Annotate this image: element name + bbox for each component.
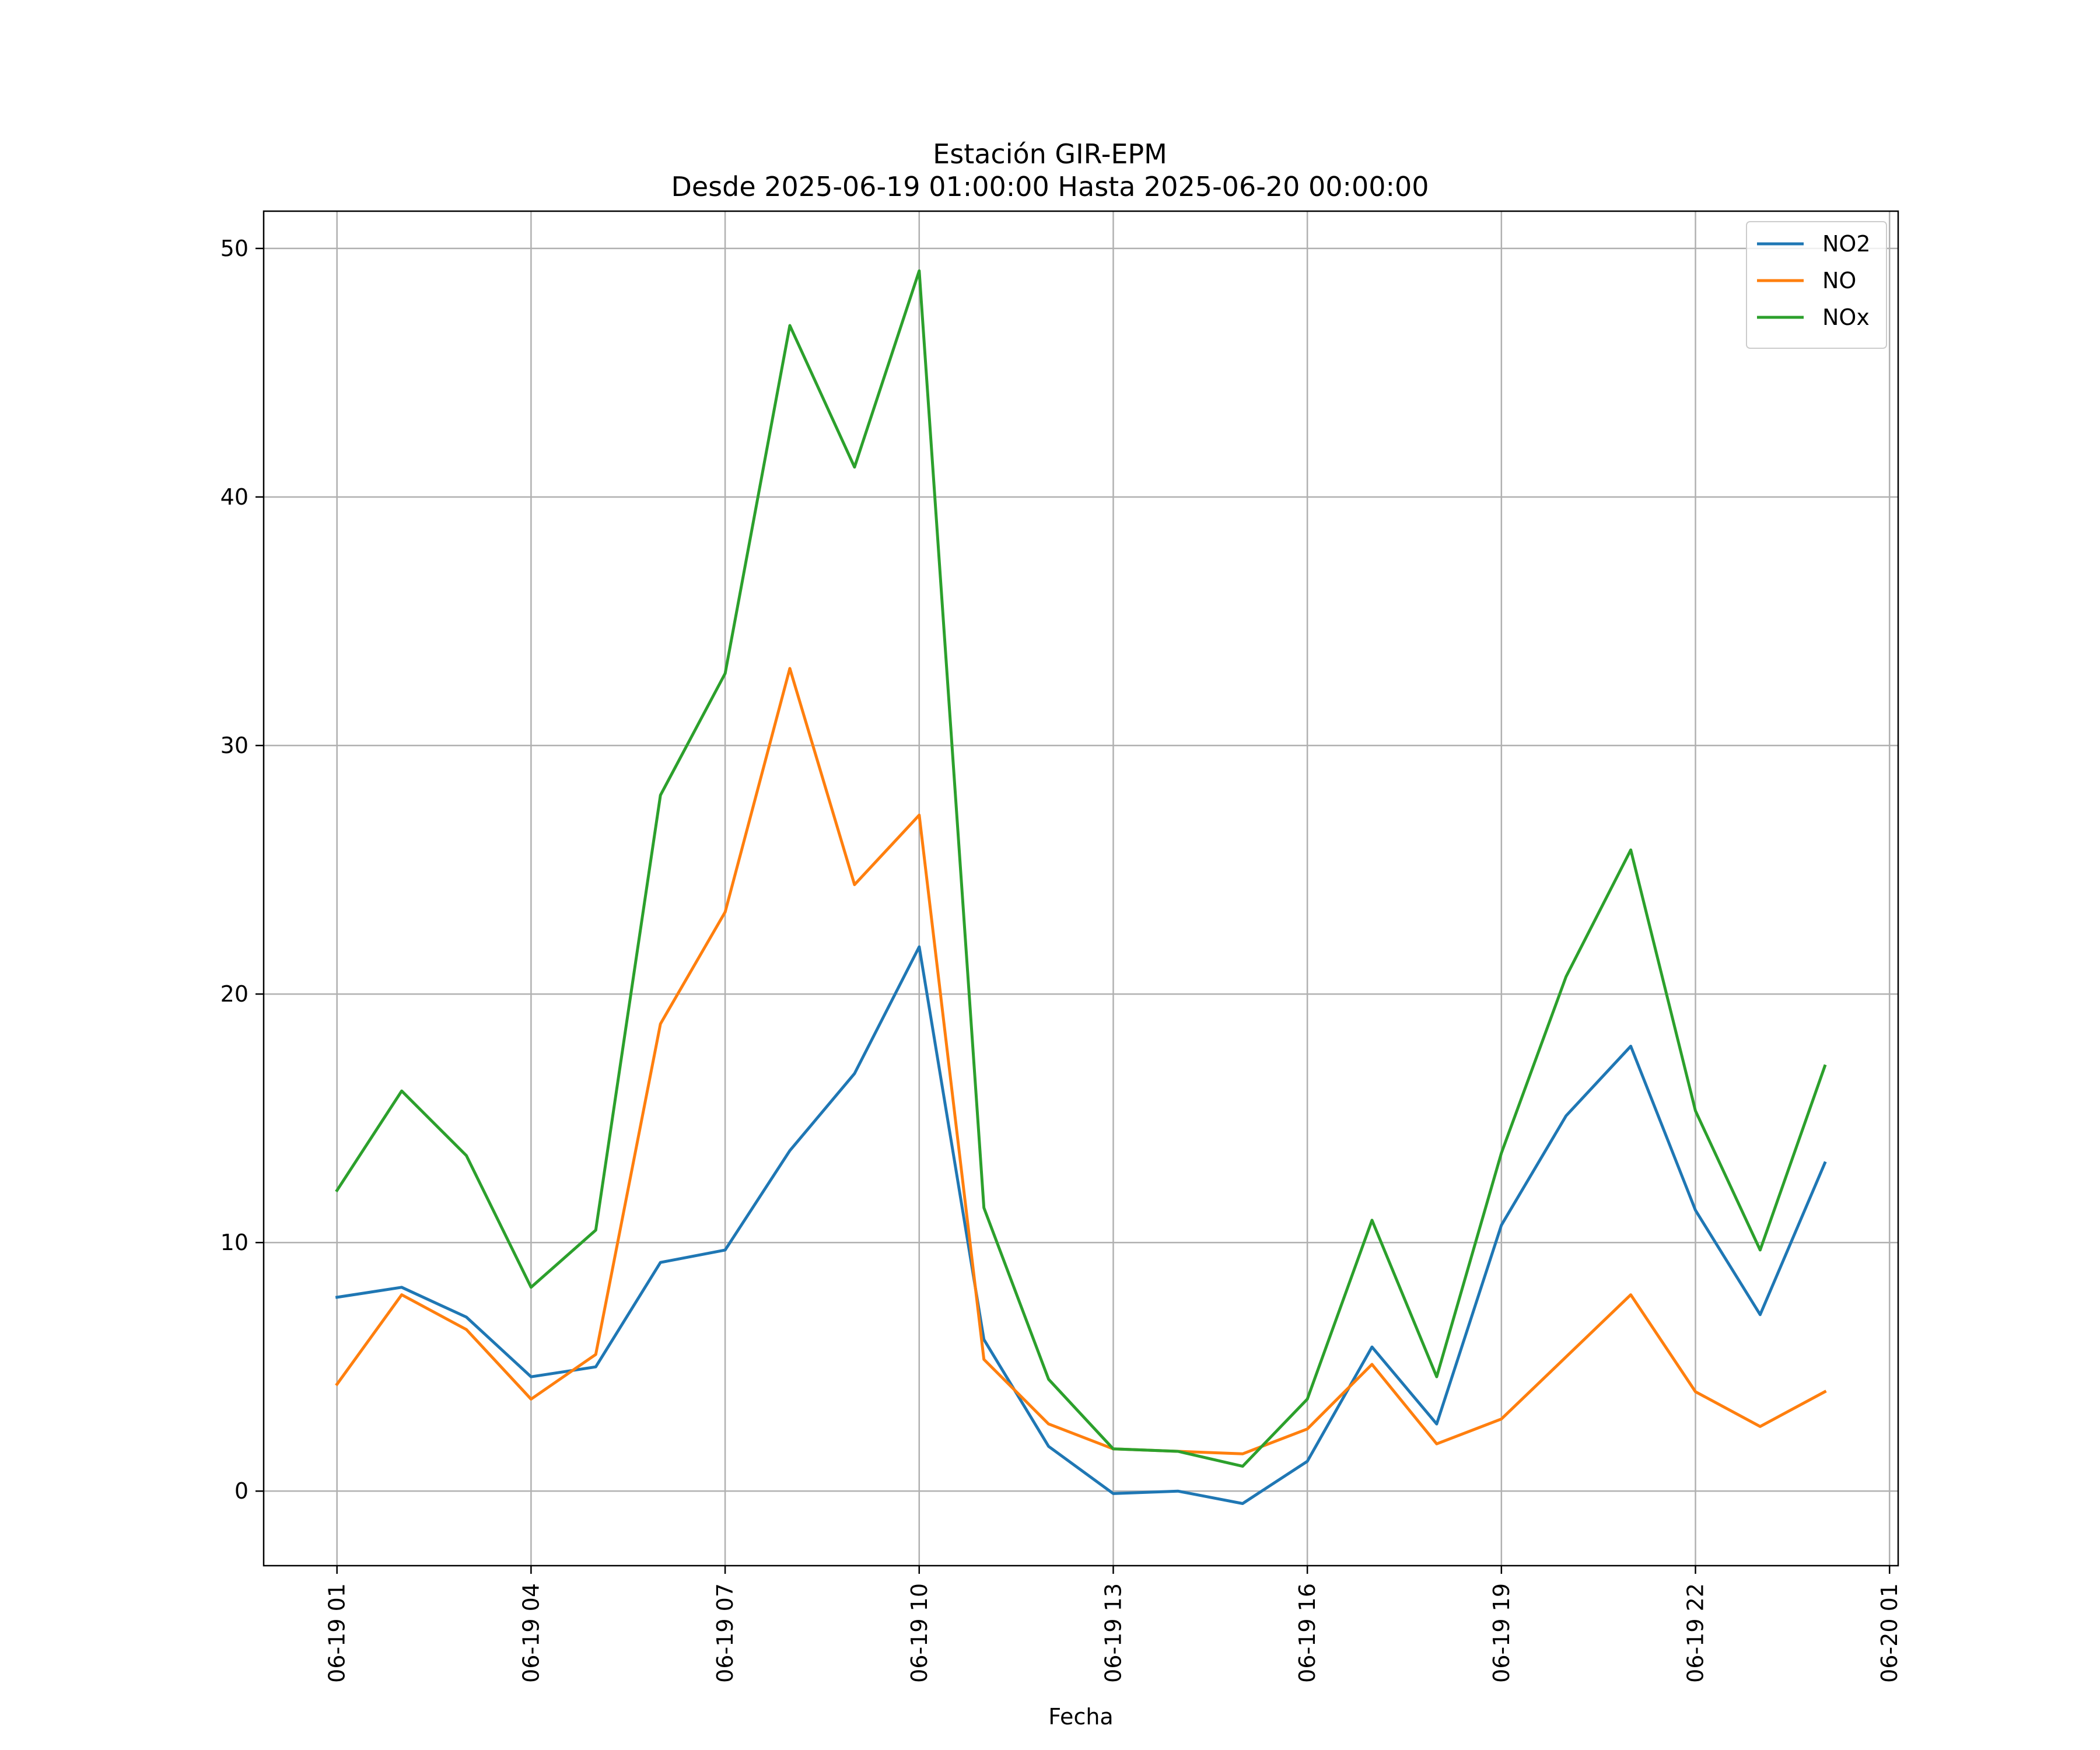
series-line-nox	[335, 269, 1827, 1468]
x-tick-label: 06-19 22	[1683, 1583, 1709, 1683]
x-tick-label: 06-19 01	[324, 1583, 350, 1683]
x-tick-label: 06-19 07	[712, 1583, 738, 1683]
y-tick-label: 20	[220, 981, 249, 1007]
legend-label-no: NO	[1822, 268, 1856, 293]
x-axis-label: Fecha	[1048, 1704, 1113, 1730]
x-tick-label: 06-19 13	[1100, 1583, 1126, 1683]
axis-ticks: 06-19 01 06-19 04 06-19 07 06-19 10 06-19 13…	[220, 236, 1903, 1683]
y-tick-label: 30	[220, 733, 249, 758]
chart-subtitle: Desde 2025-06-19 01:00:00 Hasta 2025-06-…	[671, 171, 1429, 202]
x-tick-label: 06-19 04	[518, 1583, 544, 1683]
legend: NO2 NO NOx	[1746, 221, 1887, 349]
plot-frame	[262, 210, 1899, 1567]
y-tick-label: 10	[220, 1230, 249, 1255]
series-line-no2	[335, 945, 1827, 1505]
chart-title: Estación GIR-EPM	[933, 138, 1167, 170]
y-tick-label: 0	[235, 1478, 249, 1504]
legend-label-nox: NOx	[1822, 304, 1870, 330]
legend-label-no2: NO2	[1822, 231, 1871, 257]
grid	[264, 211, 1898, 1566]
x-tick-label: 06-19 19	[1489, 1583, 1514, 1683]
plot-lines	[335, 269, 1827, 1505]
y-tick-label: 50	[220, 236, 249, 261]
x-tick-label: 06-20 01	[1877, 1583, 1902, 1683]
x-tick-label: 06-19 10	[907, 1583, 932, 1683]
series-line-no	[335, 667, 1827, 1455]
x-tick-label: 06-19 16	[1294, 1583, 1320, 1683]
y-tick-label: 40	[220, 484, 249, 510]
